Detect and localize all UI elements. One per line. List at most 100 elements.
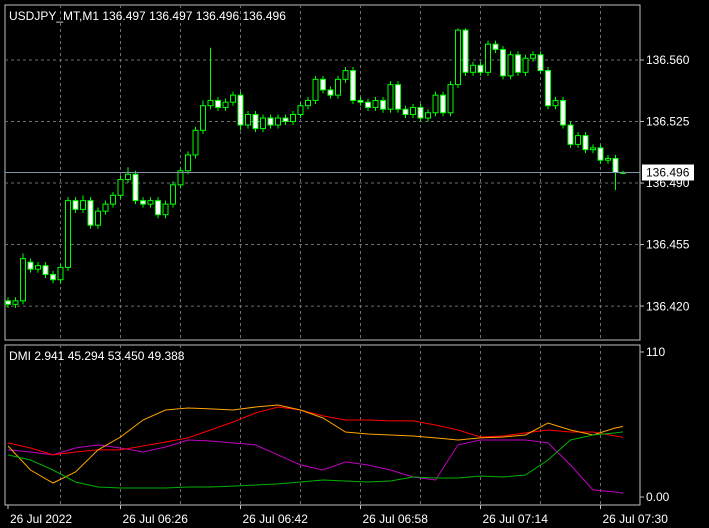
- x-tick-label: 26 Jul 07:14: [483, 512, 549, 526]
- candle-body: [582, 135, 589, 151]
- candle-body: [335, 78, 341, 96]
- candle-body: [245, 113, 251, 126]
- candle-body: [567, 124, 574, 145]
- last-price-box: [642, 164, 694, 181]
- candle-body: [395, 84, 401, 110]
- candle-body: [275, 117, 281, 126]
- indicator-line: [7, 406, 624, 456]
- candle-body: [102, 203, 109, 212]
- panel-title: DMI 2.941 45.294 53.450 49.388: [9, 349, 185, 363]
- candle-body: [537, 54, 544, 72]
- x-tick-label: 26 Jul 2022: [10, 512, 72, 526]
- last-price-label: 136.496: [646, 166, 690, 180]
- candle-body: [200, 105, 206, 131]
- candle-body: [117, 179, 124, 196]
- candle-body: [462, 29, 469, 73]
- candle-body: [147, 200, 154, 205]
- candle-body: [162, 203, 169, 216]
- candle-body: [605, 157, 611, 161]
- candle-body: [455, 29, 461, 86]
- y-tick-label: 110: [646, 345, 665, 359]
- candle-body: [192, 129, 199, 156]
- candle-body: [42, 265, 49, 275]
- candle-body: [477, 64, 484, 73]
- candle-body: [545, 70, 551, 107]
- candle-body: [35, 265, 41, 270]
- candle-body: [410, 106, 416, 115]
- candle-body: [425, 112, 431, 119]
- candle-body: [507, 54, 514, 77]
- candle-body: [312, 78, 319, 101]
- candle-body: [357, 99, 364, 103]
- candle-body: [222, 101, 229, 108]
- candle-body: [252, 113, 259, 130]
- x-tick-label: 26 Jul 06:42: [243, 512, 309, 526]
- candle-body: [365, 101, 371, 108]
- indicator-line: [7, 431, 624, 489]
- candle-body: [387, 84, 394, 110]
- panel-title: USDJPY_MT,M1 136.497 136.497 136.496 136…: [9, 9, 286, 23]
- candle-body: [5, 300, 11, 305]
- candle-body: [320, 78, 326, 91]
- candle-body: [297, 105, 304, 115]
- y-tick-label: 136.560: [646, 53, 690, 67]
- candle-body: [440, 94, 446, 114]
- candle-body: [342, 70, 349, 80]
- candle-body: [552, 99, 559, 107]
- candle-body: [170, 184, 176, 205]
- candle-body: [485, 43, 491, 73]
- candle-body: [57, 266, 64, 281]
- candle-body: [80, 200, 86, 210]
- candle-body: [590, 147, 596, 151]
- y-tick-label: 136.455: [646, 238, 690, 252]
- candle-body: [380, 99, 386, 110]
- candle-body: [612, 157, 619, 173]
- candle-body: [260, 117, 266, 130]
- candle-body: [350, 70, 356, 101]
- candle-body: [12, 300, 19, 305]
- indicator-line: [7, 404, 624, 484]
- candle-body: [522, 57, 529, 73]
- candle-body: [530, 54, 536, 59]
- candle-body: [132, 173, 139, 202]
- candle-body: [140, 200, 146, 205]
- candle-body: [372, 99, 379, 108]
- candle-body: [560, 99, 566, 126]
- candle-body: [305, 99, 311, 107]
- candle-body: [432, 94, 439, 114]
- candle-body: [230, 94, 236, 103]
- candle-body: [282, 117, 289, 123]
- candle-body: [125, 173, 131, 181]
- x-tick-label: 26 Jul 07:30: [603, 512, 669, 526]
- candle-body: [87, 200, 94, 226]
- candle-body: [327, 89, 334, 96]
- candle-body: [447, 84, 454, 114]
- candle-body: [515, 54, 521, 73]
- candle-body: [50, 273, 56, 281]
- candle-body: [237, 94, 244, 126]
- candle-body: [65, 200, 71, 268]
- candle-body: [27, 261, 34, 270]
- y-tick-label: 136.420: [646, 299, 690, 313]
- candle-body: [402, 108, 409, 115]
- x-tick-label: 26 Jul 06:58: [363, 512, 429, 526]
- candle-body: [72, 200, 79, 210]
- candle-body: [110, 194, 116, 205]
- candle-body: [492, 43, 499, 50]
- y-tick-label: 0.00: [646, 490, 670, 504]
- indicator-line: [7, 439, 624, 494]
- candle-body: [207, 99, 214, 107]
- candle-body: [470, 64, 476, 73]
- candle-body: [500, 48, 506, 77]
- candle-body: [177, 170, 184, 186]
- candle-body: [290, 113, 296, 123]
- candle-body: [185, 154, 191, 172]
- panel-frame: [4, 344, 641, 506]
- candle-body: [417, 106, 424, 119]
- x-tick-label: 26 Jul 06:26: [123, 512, 189, 526]
- candle-body: [95, 210, 101, 226]
- candle-body: [267, 117, 274, 126]
- candle-body: [215, 99, 221, 108]
